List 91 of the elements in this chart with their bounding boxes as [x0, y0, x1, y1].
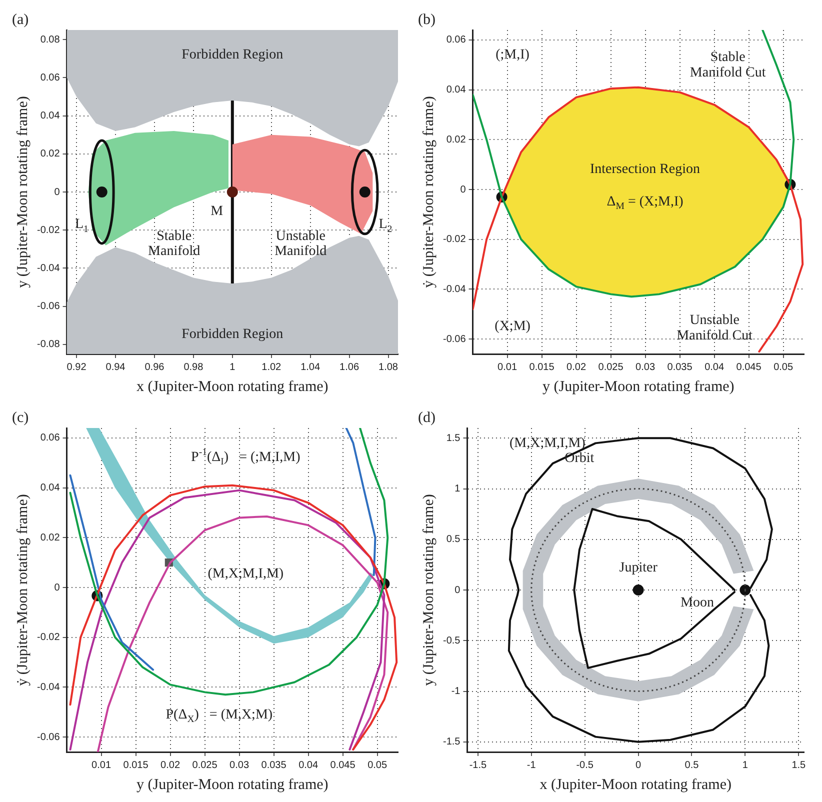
- x-tick-label: 0.94: [106, 362, 126, 373]
- y-tick-label: -0.06: [36, 301, 60, 312]
- y-tick-label: -1.5: [442, 736, 461, 748]
- y-tick-label: 1: [454, 484, 461, 494]
- x-tick-label: 0.02: [566, 362, 586, 373]
- x-tick-label: 1.04: [300, 362, 320, 373]
- x-tick-label: 0: [636, 760, 642, 771]
- y-tick-label: 0: [454, 584, 461, 596]
- x-tick-label: 1.5: [792, 760, 806, 771]
- x-tick-label: 1.08: [378, 362, 398, 373]
- x-tick-label: 0.01: [498, 362, 518, 373]
- x-tick-label: 0.04: [298, 760, 318, 771]
- x-axis-title: x (Jupiter-Moon rotating frame): [540, 776, 732, 793]
- x-tick-label: 0.04: [704, 362, 724, 373]
- annotation: Stable Manifold Cut: [690, 50, 766, 80]
- y-tick-label: 0.08: [40, 34, 60, 46]
- y-tick-label: -0.02: [36, 632, 60, 644]
- text: (c): [12, 410, 29, 426]
- y-tick-label: -0.06: [36, 732, 60, 743]
- x-tick-label: 0.05: [774, 362, 794, 373]
- y-tick-label: 0.06: [40, 432, 60, 444]
- x-axis-title: y (Jupiter-Moon rotating frame): [136, 776, 328, 793]
- y-tick-label: -0.08: [36, 339, 60, 350]
- x-tick-label: 0.025: [598, 362, 624, 373]
- y-tick-label: -0.02: [36, 224, 60, 236]
- y-axis-title: ẏ (Jupiter-Moon rotating frame): [420, 96, 437, 288]
- annotation: (M,X;M,I,M): [509, 436, 586, 451]
- y-axis-title: y (Jupiter-Moon rotating frame): [14, 96, 31, 288]
- y-tick-label: -0.02: [442, 234, 466, 246]
- x-tick-label: 1.06: [340, 362, 360, 373]
- x-tick-label: 0.02: [160, 760, 180, 771]
- y-tick-label: 0.02: [40, 532, 60, 544]
- y-tick-label: 0.04: [40, 110, 60, 122]
- y-tick-label: 0: [54, 186, 60, 198]
- annotation: (;M,I): [496, 48, 530, 63]
- text: (d): [418, 410, 436, 426]
- x-tick-label: 1: [230, 362, 236, 373]
- x-tick-label: -0.5: [576, 760, 594, 771]
- y-tick-label: 0.5: [446, 534, 461, 546]
- annotation: (M,X;M,I,M): [208, 566, 284, 582]
- annotation: M: [210, 204, 224, 220]
- y-tick-label: 0.04: [40, 482, 60, 494]
- annotation: Unstable Manifold Cut: [676, 313, 753, 344]
- x-tick-label: 0.045: [330, 760, 356, 771]
- annotation: Jupiter: [619, 560, 658, 576]
- x-tick-label: 1.02: [262, 362, 282, 373]
- x-tick-label: 1: [742, 760, 748, 771]
- x-tick-label: 0.035: [261, 760, 287, 771]
- y-tick-label: -0.04: [442, 284, 466, 295]
- x-tick-label: 0.015: [529, 362, 555, 373]
- x-axis-title: y (Jupiter-Moon rotating frame): [542, 378, 734, 395]
- x-tick-label: 0.98: [184, 362, 204, 373]
- y-tick-label: 1.5: [446, 432, 461, 444]
- y-tick-label: 0.02: [40, 148, 60, 160]
- x-tick-label: 0.01: [92, 760, 112, 771]
- x-tick-label: 0.5: [684, 760, 700, 771]
- x-tick-label: 0.05: [368, 760, 388, 771]
- annotation: Forbidden Region: [182, 327, 284, 342]
- annotation: (X;M): [494, 319, 531, 334]
- x-tick-label: 0.03: [230, 760, 250, 771]
- x-tick-label: 0.92: [66, 362, 87, 373]
- y-tick-label: 0.04: [446, 84, 466, 96]
- y-tick-label: -0.04: [36, 682, 60, 693]
- y-axis-title: ẏ (Jupiter-Moon rotating frame): [14, 494, 31, 686]
- x-tick-label: -1.5: [469, 760, 487, 771]
- x-tick-label: 0.015: [123, 760, 149, 771]
- y-tick-label: 0.06: [446, 34, 466, 46]
- annotation: Moon: [680, 596, 714, 611]
- y-tick-label: -0.04: [36, 262, 60, 274]
- y-tick-label: 0.02: [446, 134, 466, 146]
- annotation: Unstable Manifold: [274, 228, 327, 260]
- x-tick-label: 0.96: [144, 362, 165, 373]
- annotation: Forbidden Region: [182, 47, 284, 62]
- y-tick-label: 0.06: [40, 72, 60, 84]
- annotation: Orbit: [564, 451, 594, 466]
- text: (b): [418, 12, 436, 28]
- y-axis-title: y (Jupiter-Moon rotating frame): [420, 494, 437, 686]
- y-tick-label: -1: [451, 686, 461, 697]
- x-tick-label: 0.045: [736, 362, 762, 373]
- text: (a): [12, 12, 29, 28]
- x-tick-label: -1: [526, 760, 536, 771]
- x-axis-title: x (Jupiter-Moon rotating frame): [136, 378, 328, 395]
- x-tick-label: 0.03: [636, 362, 656, 373]
- annotation: Stable Manifold: [148, 228, 200, 260]
- annotation: Intersection Region: [590, 162, 700, 177]
- y-tick-label: -0.06: [442, 334, 466, 345]
- x-tick-label: 0.025: [192, 760, 218, 771]
- y-tick-label: 0: [54, 582, 60, 594]
- y-tick-label: -0.5: [442, 635, 461, 646]
- y-tick-label: 0: [460, 184, 466, 196]
- x-tick-label: 0.035: [667, 362, 693, 373]
